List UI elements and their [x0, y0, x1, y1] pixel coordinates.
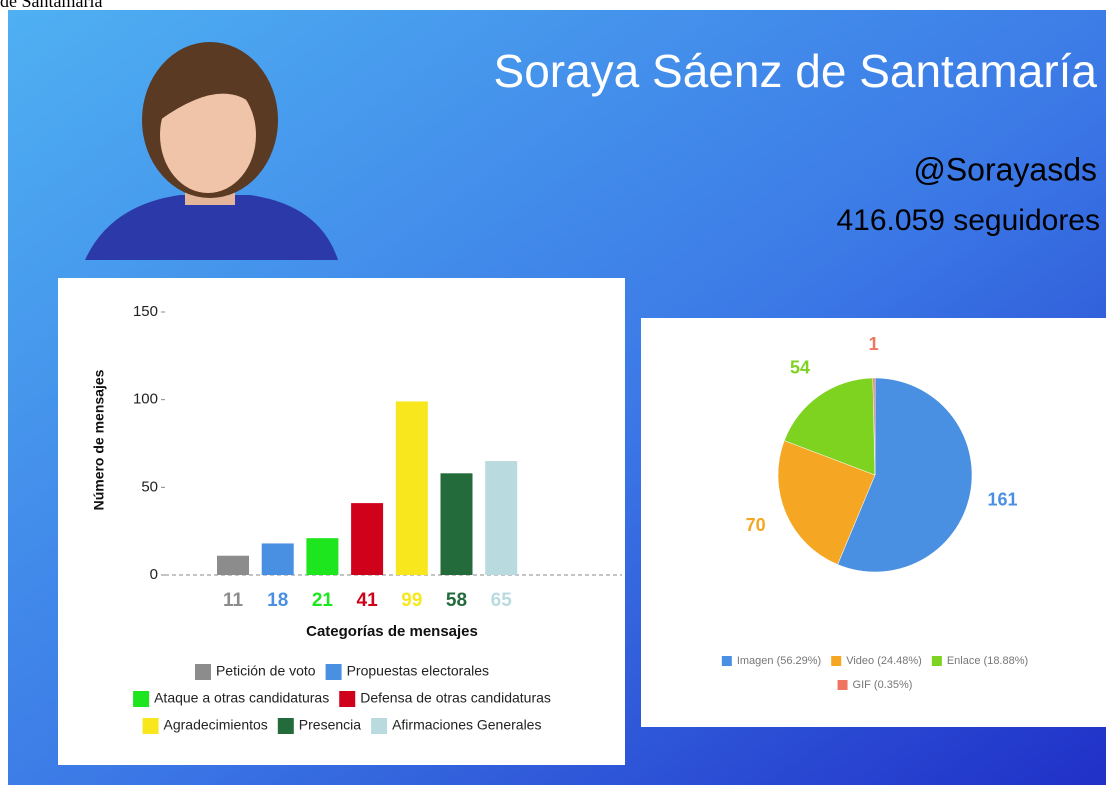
- legend-label: Enlace (18.88%): [947, 655, 1028, 667]
- legend-swatch: [133, 691, 149, 707]
- value-label: 1: [869, 334, 879, 354]
- y-tick-label: 50: [141, 478, 158, 495]
- legend-label: Video (24.48%): [846, 655, 922, 667]
- x-axis-label: Categorías de mensajes: [306, 623, 478, 640]
- legend-swatch: [278, 718, 294, 734]
- value-label: 18: [267, 590, 288, 611]
- slide: de Santamaría Soraya Sáenz de Santamaría…: [0, 0, 1114, 797]
- legend-label: Presencia: [299, 717, 361, 733]
- legend-swatch: [371, 718, 387, 734]
- legend-swatch: [339, 691, 355, 707]
- title: Soraya Sáenz de Santamaría: [494, 45, 1098, 97]
- caption: de Santamaría: [0, 0, 102, 11]
- y-tick-label: 100: [133, 391, 158, 408]
- legend-swatch: [326, 664, 342, 680]
- followers: 416.059 seguidores: [836, 204, 1100, 237]
- bar: [441, 473, 473, 575]
- legend-swatch: [838, 680, 848, 690]
- y-tick-label: 150: [133, 303, 158, 320]
- value-label: 54: [790, 358, 810, 378]
- y-axis-label: Número de mensajes: [91, 369, 107, 510]
- bar: [262, 543, 294, 575]
- legend-label: Imagen (56.29%): [737, 655, 821, 667]
- bar: [306, 538, 338, 575]
- legend-swatch: [722, 656, 732, 666]
- bar: [351, 503, 383, 575]
- bar: [485, 461, 517, 575]
- legend-swatch: [143, 718, 159, 734]
- value-label: 99: [401, 590, 422, 611]
- legend-swatch: [831, 656, 841, 666]
- legend-label: Petición de voto: [216, 663, 316, 679]
- value-label: 58: [446, 590, 467, 611]
- legend-label: GIF (0.35%): [853, 679, 913, 691]
- y-tick-label: 0: [150, 566, 158, 583]
- bar: [217, 556, 249, 575]
- value-label: 70: [746, 515, 766, 535]
- legend-swatch: [932, 656, 942, 666]
- page: de Santamaría Soraya Sáenz de Santamaría…: [0, 0, 1114, 797]
- legend-label: Agradecimientos: [164, 717, 268, 733]
- value-label: 65: [491, 590, 513, 611]
- value-label: 21: [312, 590, 334, 611]
- value-label: 11: [223, 590, 244, 611]
- legend-label: Propuestas electorales: [347, 663, 489, 679]
- legend-label: Afirmaciones Generales: [392, 717, 541, 733]
- bar: [396, 401, 428, 575]
- legend-swatch: [195, 664, 211, 680]
- legend-label: Defensa de otras candidaturas: [360, 690, 551, 706]
- value-label: 41: [357, 590, 379, 611]
- handle: @Sorayasds: [913, 151, 1097, 187]
- value-label: 161: [987, 489, 1017, 509]
- legend-label: Ataque a otras candidaturas: [154, 690, 329, 706]
